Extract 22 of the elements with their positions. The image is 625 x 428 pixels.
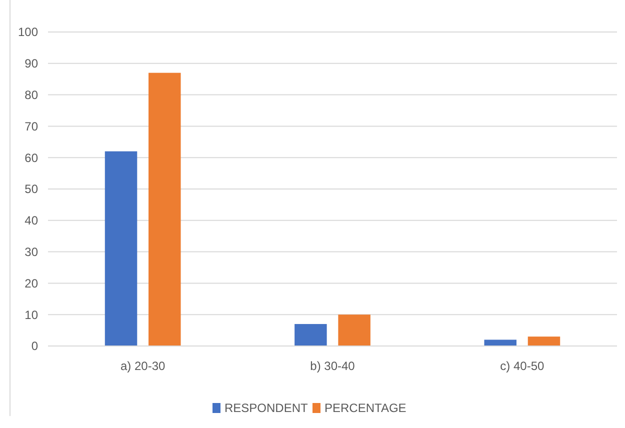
- bar: [104, 151, 138, 346]
- bar: [528, 336, 560, 346]
- x-tick-label: b) 30-40: [310, 359, 356, 373]
- y-tick-label: 70: [24, 119, 38, 134]
- legend-label: PERCENTAGE: [324, 401, 406, 416]
- y-tick-label: 100: [18, 25, 38, 40]
- y-tick-label: 30: [24, 245, 38, 259]
- bar: [484, 340, 516, 346]
- y-tick-label: 90: [24, 56, 38, 71]
- x-tick-label: a) 20-30: [120, 359, 166, 373]
- y-tick-label: 0: [31, 339, 38, 354]
- bar: [338, 314, 370, 346]
- bar: [294, 324, 327, 346]
- y-tick-label: 50: [24, 182, 38, 196]
- bar: [148, 72, 181, 346]
- y-tick-label: 80: [24, 88, 38, 102]
- y-tick-label: 20: [24, 276, 38, 290]
- y-tick-label: 40: [24, 214, 38, 228]
- x-tick-label: c) 40-50: [500, 359, 544, 373]
- y-tick-label: 10: [24, 308, 38, 322]
- y-tick-label: 60: [24, 150, 38, 165]
- legend-label: RESPONDENT: [224, 401, 309, 416]
